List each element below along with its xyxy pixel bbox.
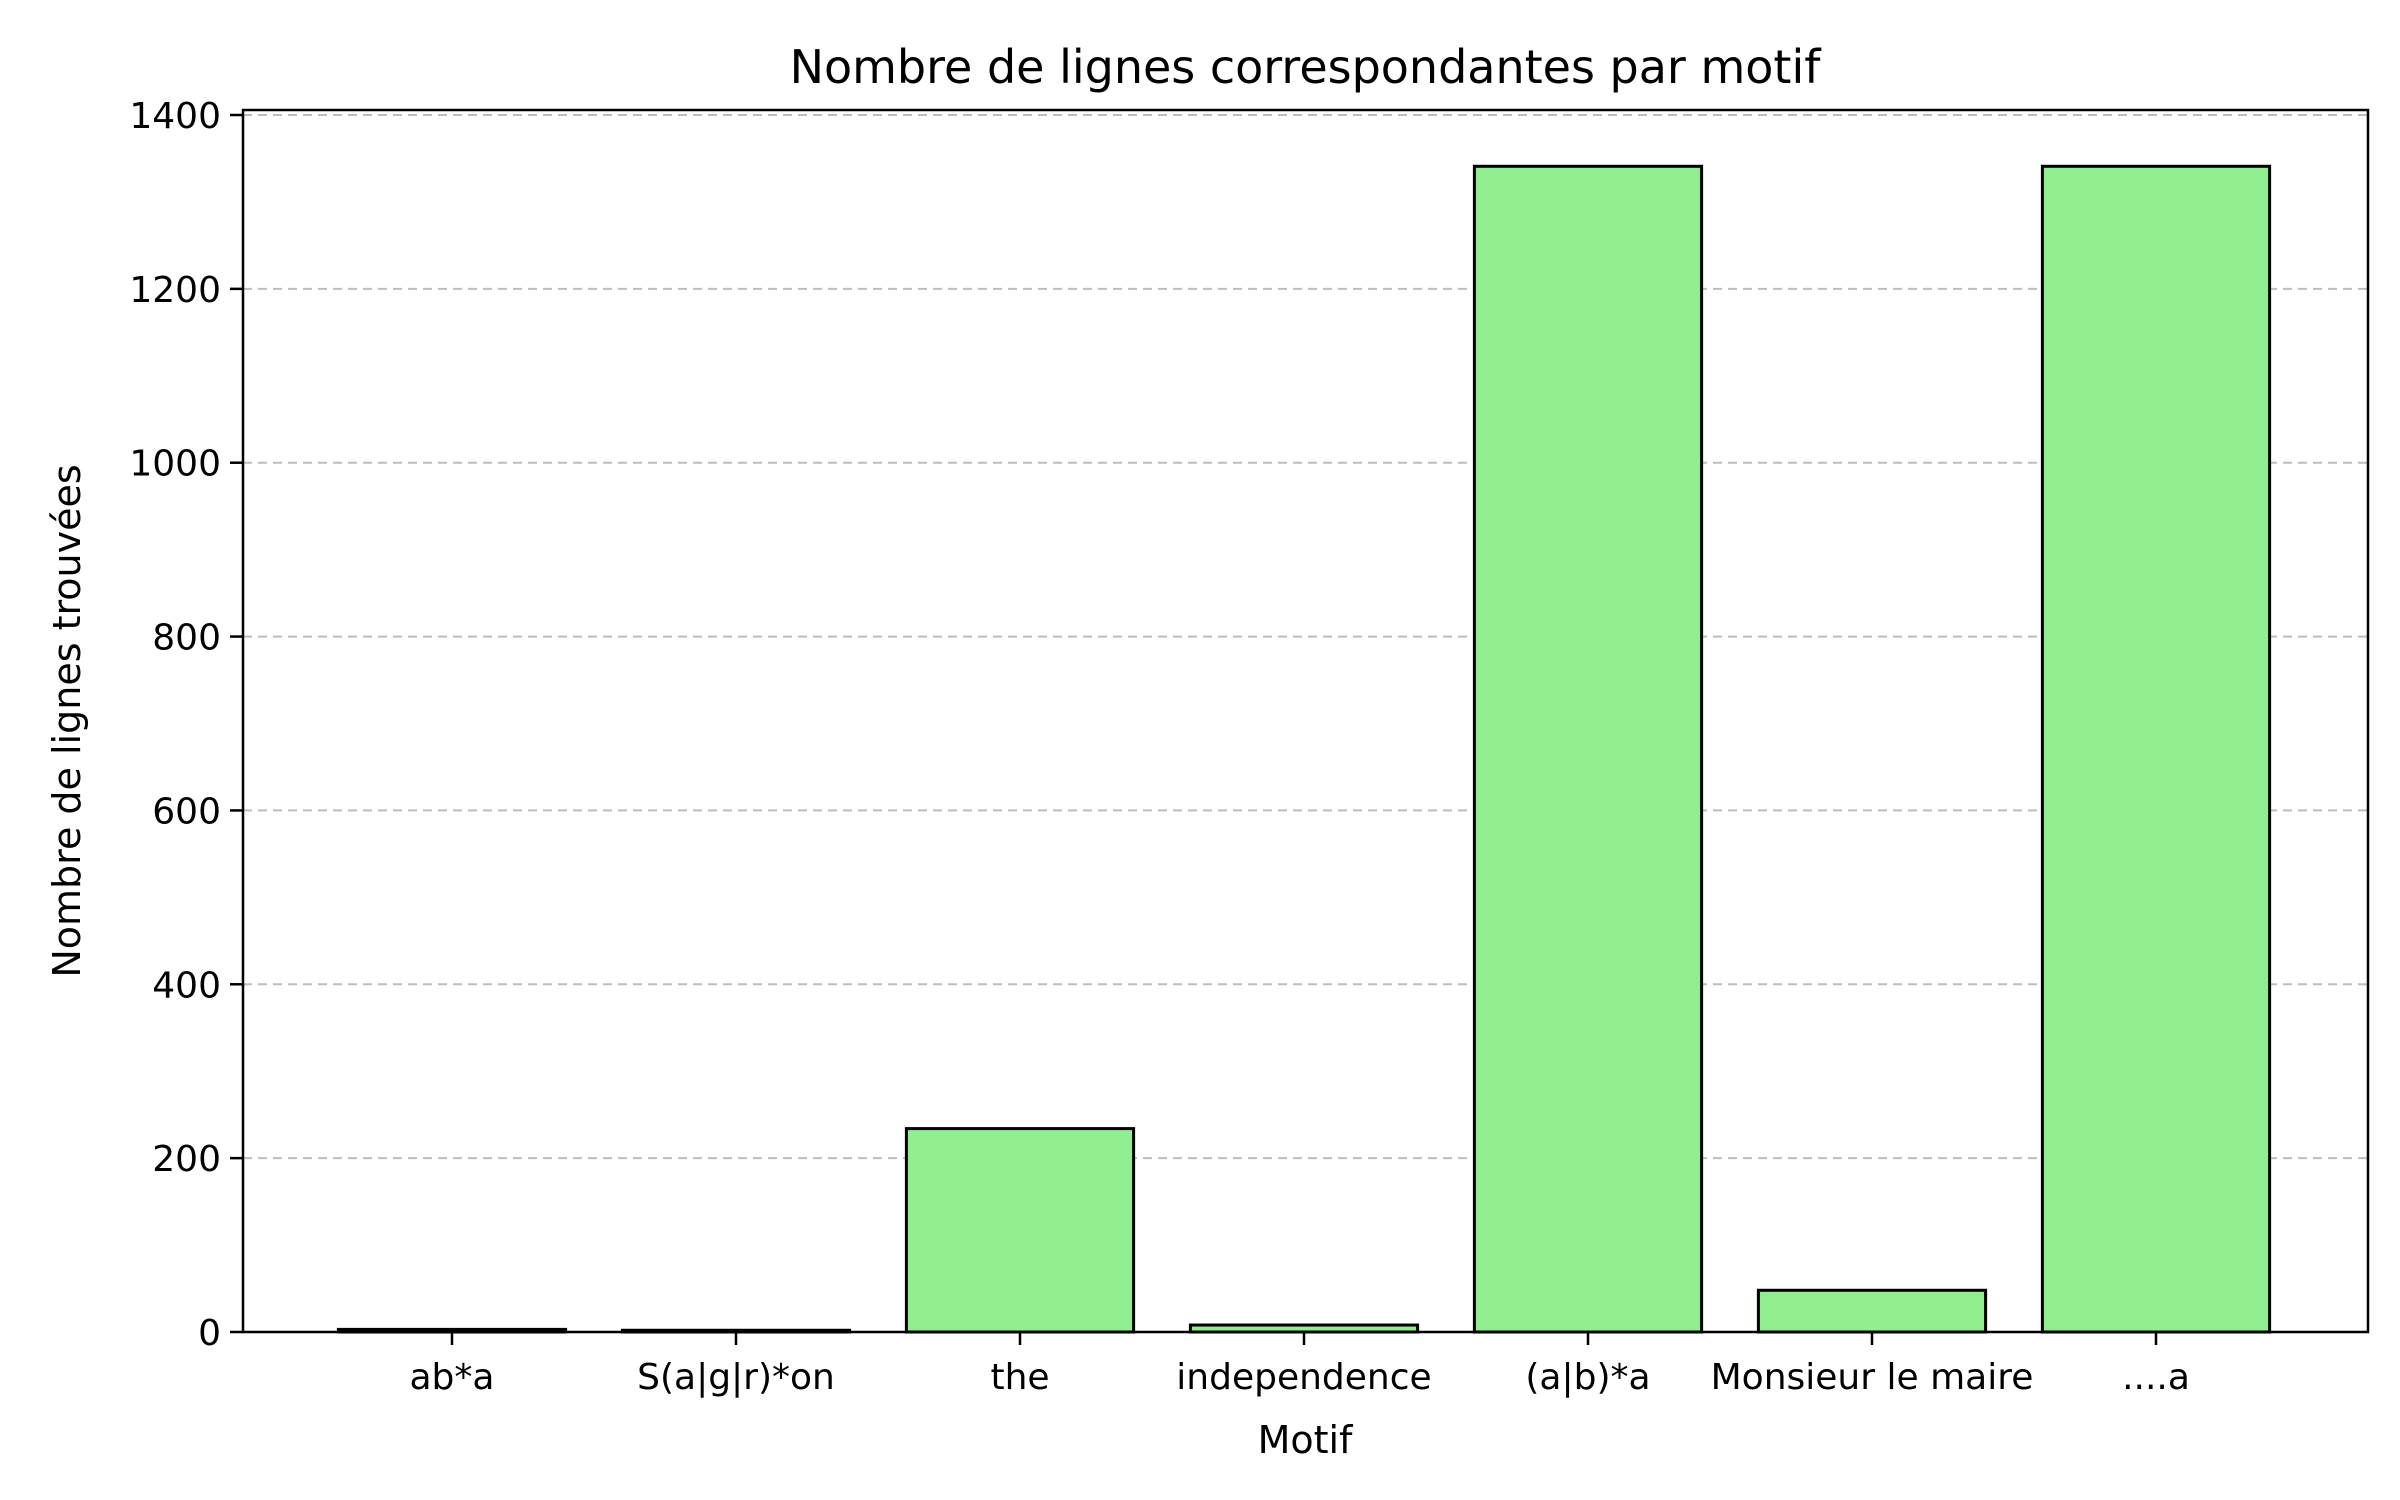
y-tick-label-1000: 1000 (129, 444, 221, 485)
x-tick-label-3: independence (1176, 1357, 1431, 1398)
y-axis-ticks: 0 200 400 600 800 1000 1200 1400 (129, 96, 243, 1354)
x-axis-ticks: ab*a S(a|g|r)*on the independence (a|b)*a Mon… (410, 1332, 2190, 1398)
y-tick-label-800: 800 (152, 618, 221, 659)
plot-frame (241, 108, 2370, 1334)
bar-4 (1472, 164, 1704, 1334)
y-tick-label-400: 400 (152, 965, 221, 1006)
y-tick-label-600: 600 (152, 791, 221, 832)
x-tick-label-1: S(a|g|r)*on (637, 1357, 835, 1398)
bars (336, 164, 2272, 1334)
x-tick-label-2: the (990, 1357, 1049, 1398)
y-tick-label-0: 0 (198, 1313, 221, 1354)
x-axis-label: Motif (1258, 1418, 1354, 1462)
chart-title: Nombre de lignes correspondantes par mot… (790, 40, 1823, 94)
x-tick-label-0: ab*a (410, 1357, 495, 1398)
y-axis-label: Nombre de lignes trouvées (45, 464, 89, 977)
bar-5 (1756, 1288, 1988, 1334)
x-tick-label-4: (a|b)*a (1525, 1357, 1650, 1398)
bar-2 (904, 1127, 1136, 1334)
y-tick-label-1400: 1400 (129, 96, 221, 137)
bar-6 (2040, 164, 2272, 1334)
x-tick-label-6: ....a (2122, 1357, 2190, 1398)
x-tick-label-5: Monsieur le maire (1711, 1357, 2034, 1398)
y-tick-label-200: 200 (152, 1139, 221, 1180)
y-tick-label-1200: 1200 (129, 270, 221, 311)
